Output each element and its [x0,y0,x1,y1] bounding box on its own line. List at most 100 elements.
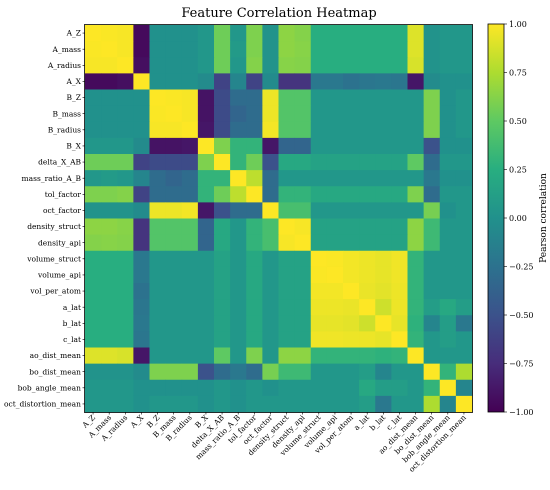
heatmap-cell [165,299,183,316]
heatmap-cell [197,105,215,123]
heatmap-cell [391,331,408,348]
heatmap-cell [117,250,134,268]
heatmap-cell [294,170,312,187]
heatmap-cell [165,154,183,171]
heatmap-cell [117,315,134,332]
heatmap-cell [326,137,344,155]
heatmap-cell [101,202,118,219]
heatmap-cell [310,250,328,268]
heatmap-cell [149,89,167,107]
heatmap-cell [294,283,312,300]
heatmap-cell [326,347,344,365]
heatmap-cell [326,186,344,203]
heatmap-cell [133,137,150,155]
heatmap-cell [343,137,360,155]
heatmap-cell [455,331,473,348]
heatmap-cell [181,25,199,42]
y-tick-label: mass_ratio_A_B [22,174,82,183]
heatmap-cell [181,41,199,58]
heatmap-cell [262,250,279,268]
heatmap-cell [391,379,408,397]
heatmap-cell [149,347,167,365]
heatmap-cell [294,137,312,155]
colorbar [487,23,505,413]
heatmap-cell [439,41,457,58]
heatmap-cell [262,170,279,187]
heatmap-cell [391,137,408,155]
y-tick-labels: A_Z A_mass A_radius A_X B_Z B_mass B_radius B_X… [4,29,85,409]
heatmap-cell [101,73,118,90]
heatmap-cell [133,315,150,332]
heatmap-cell [181,283,199,300]
heatmap-cell [391,347,408,365]
heatmap-cell [407,218,425,236]
heatmap-cell [278,266,296,284]
heatmap-cell [359,154,376,171]
heatmap-cell [310,41,328,58]
heatmap-cell [423,395,441,413]
heatmap-cell [455,170,473,187]
heatmap-cell [455,73,473,90]
heatmap-cell [197,379,215,397]
heatmap-cell [149,395,167,413]
y-tick-label: B_mass [52,109,81,118]
heatmap-cell [230,186,247,203]
y-tick-label: B_X [66,142,81,151]
heatmap-cell [214,347,231,365]
heatmap-cell [375,299,392,316]
heatmap-cell [181,395,199,413]
heatmap-cell [230,234,247,252]
heatmap-cell [181,299,199,316]
x-tick-label: a_lat [352,413,371,432]
heatmap-cell [197,363,215,381]
heatmap-cell [343,315,360,332]
heatmap-cell [197,395,215,413]
heatmap-cell [149,218,167,236]
heatmap-cell [197,202,215,219]
heatmap-cell [455,218,473,236]
heatmap-cell [375,137,392,155]
heatmap-cell [181,379,199,397]
heatmap-cell [343,186,360,203]
heatmap-cell [133,73,150,90]
heatmap-cell [117,202,134,219]
heatmap-cell [391,73,408,90]
heatmap-cell [391,121,408,139]
heatmap-cell [149,57,167,74]
heatmap-cell [149,186,167,203]
heatmap-cell [439,379,457,397]
y-tick-label: volume_struct [26,254,81,263]
heatmap-cell [214,379,231,397]
heatmap-cell [262,218,279,236]
heatmap-cell [149,250,167,268]
heatmap-cell [439,331,457,348]
heatmap-cell [359,331,376,348]
heatmap-cell [391,266,408,284]
heatmap-cell [375,170,392,187]
heatmap-cell [455,363,473,381]
heatmap-cell [214,299,231,316]
heatmap-cell [133,154,150,171]
y-tick-label: oct_distortion_mean [4,400,81,409]
heatmap-cell [343,299,360,316]
heatmap-cell [343,170,360,187]
colorbar-tick-label: 0.00 [509,214,527,223]
y-tick-label: b_lat [63,319,81,328]
y-tick-label: c_lat [63,335,81,344]
heatmap-cell [278,234,296,252]
heatmap-cell [455,299,473,316]
heatmap-cell [343,395,360,413]
heatmap-cell [391,89,408,107]
heatmap-cell [117,283,134,300]
heatmap-cell [423,331,441,348]
x-tick-label: A_X [128,413,146,431]
heatmap-cell [278,347,296,365]
heatmap-cell [214,105,231,123]
heatmap-cell [343,347,360,365]
heatmap-cell [101,250,118,268]
heatmap-cell [375,347,392,365]
heatmap-cell [117,363,134,381]
heatmap-cell [326,299,344,316]
heatmap-cell [214,57,231,74]
